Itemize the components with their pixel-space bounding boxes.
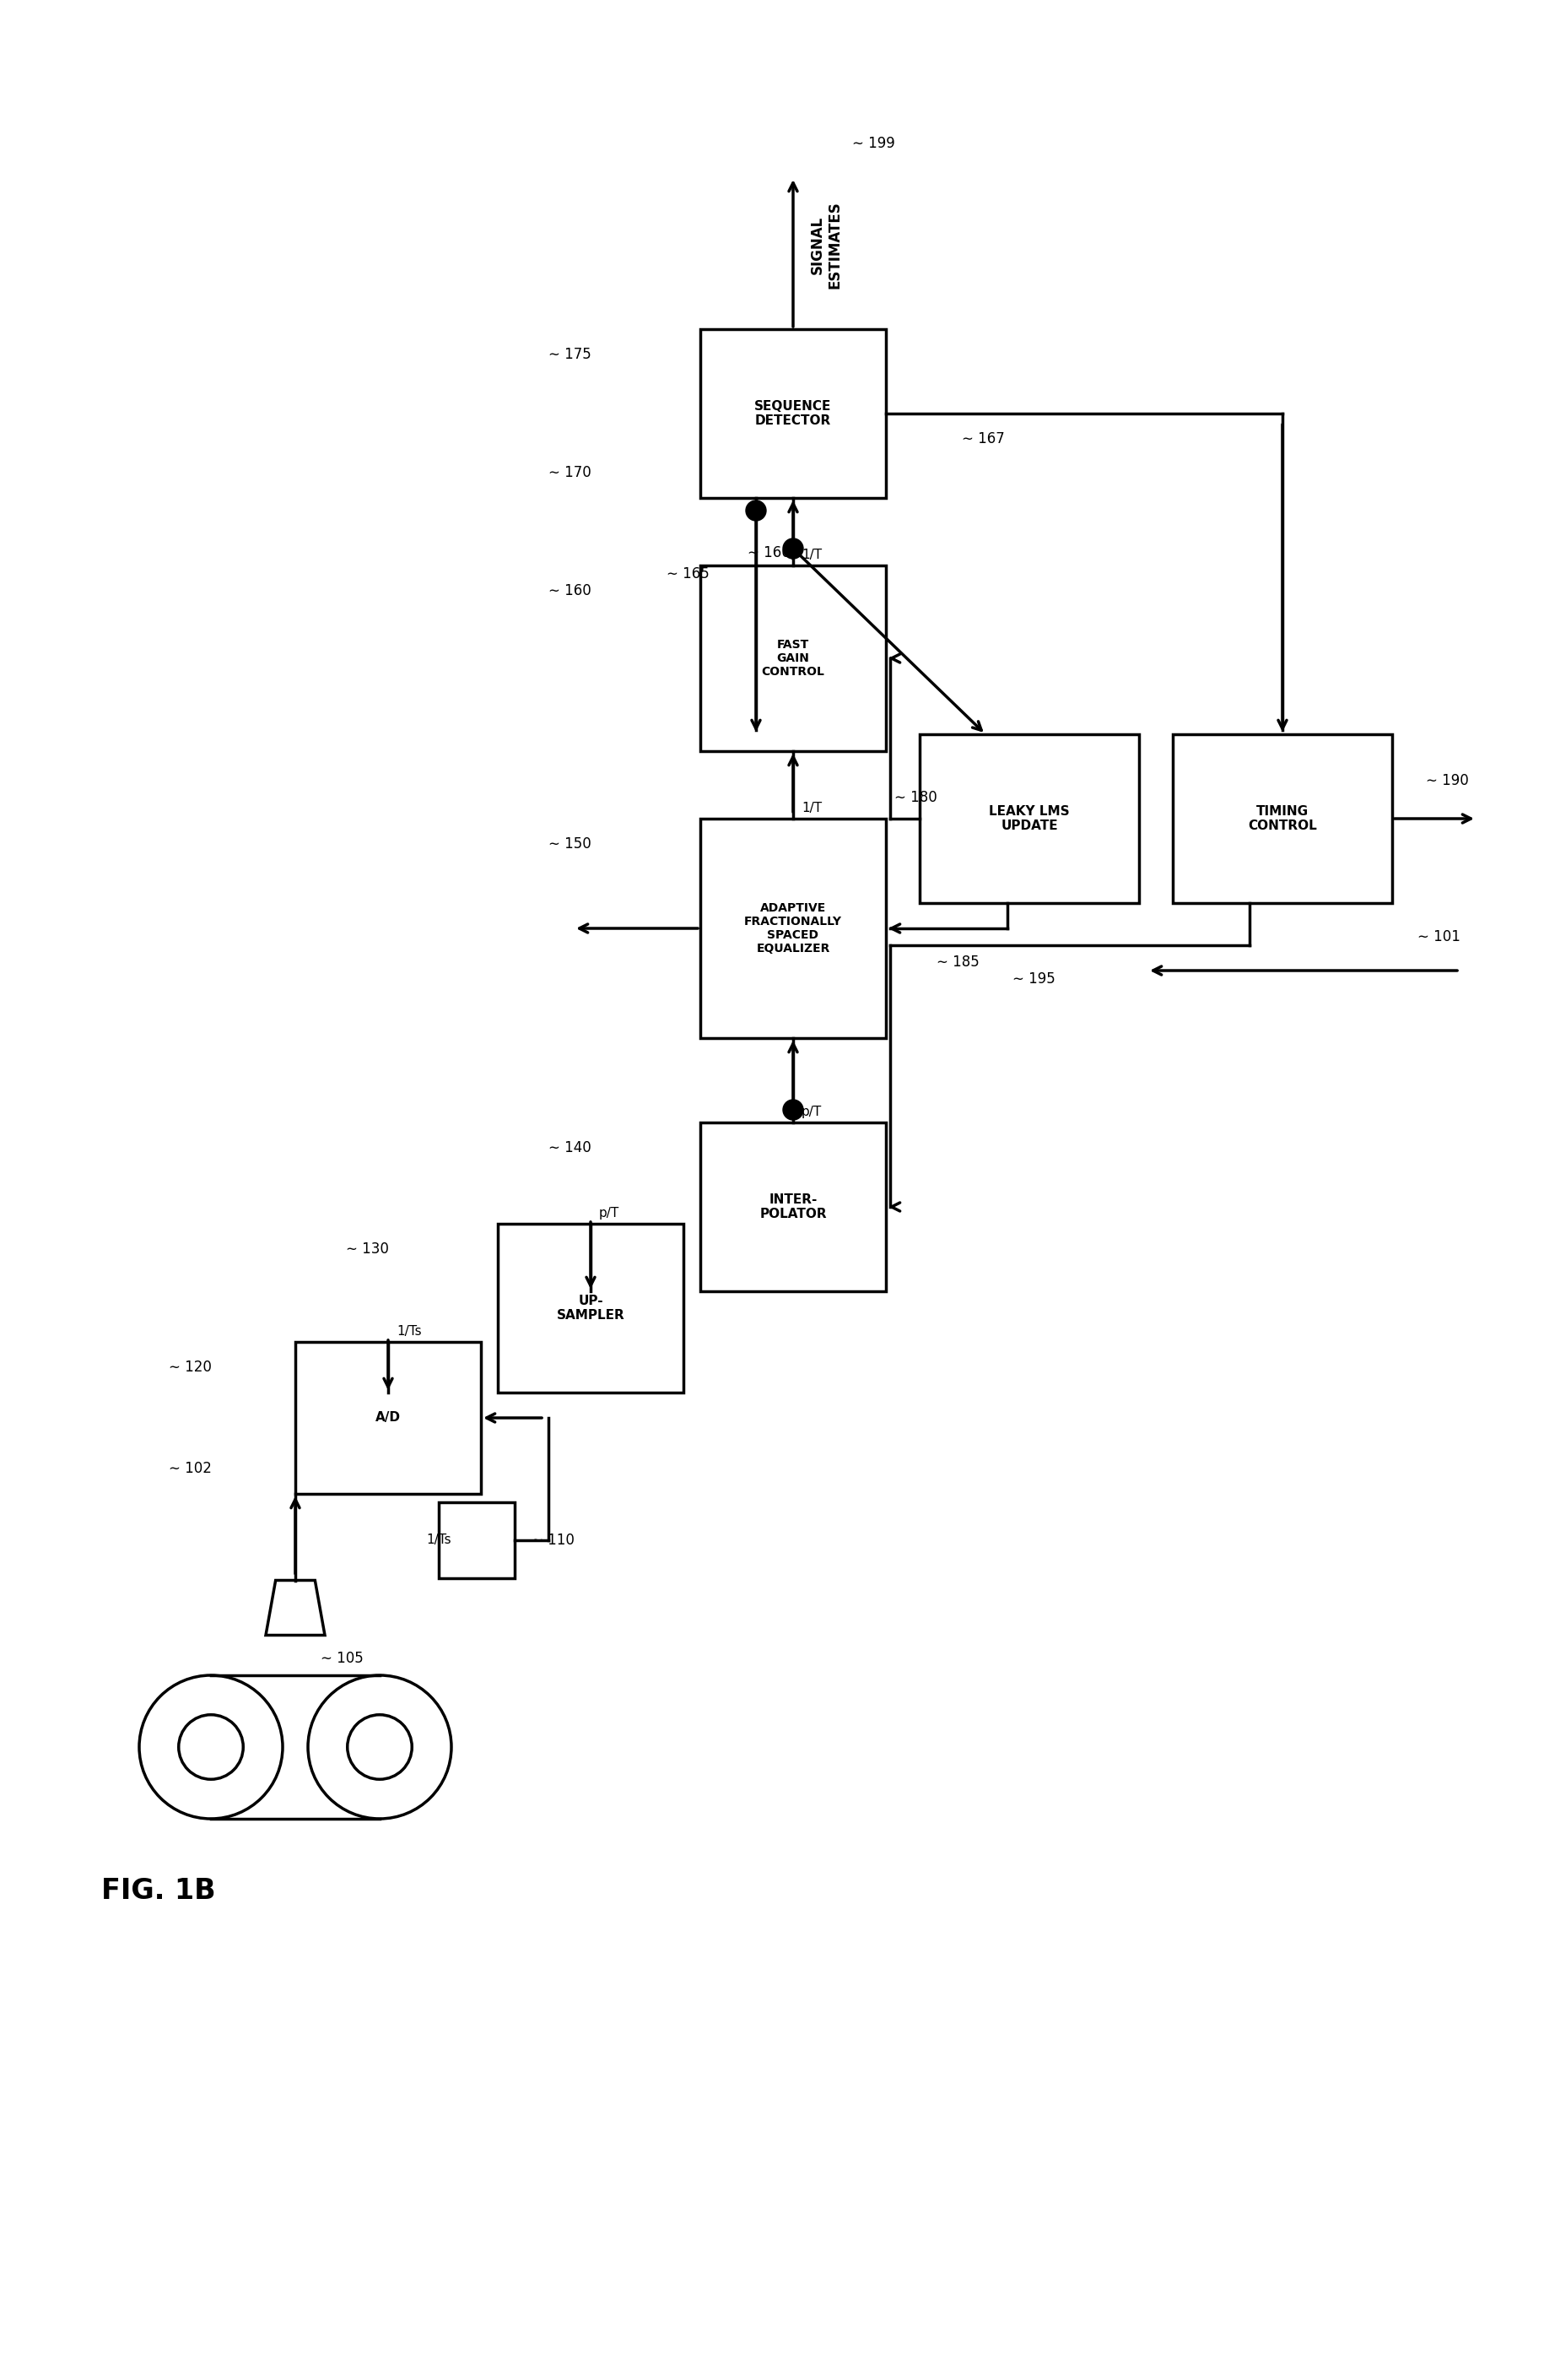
Circle shape [139, 1676, 283, 1818]
Text: SIGNAL
ESTIMATES: SIGNAL ESTIMATES [811, 200, 843, 288]
Bar [701, 819, 886, 1038]
Bar [1173, 735, 1393, 902]
Text: FIG. 1B: FIG. 1B [102, 1875, 216, 1904]
Bar [438, 1502, 514, 1578]
Circle shape [347, 1714, 412, 1780]
Text: p/T: p/T [599, 1207, 619, 1219]
Text: ∼ 195: ∼ 195 [1013, 971, 1055, 988]
Text: ∼ 166: ∼ 166 [747, 545, 791, 559]
Bar [295, 1342, 480, 1495]
Text: FAST
GAIN
CONTROL: FAST GAIN CONTROL [761, 638, 824, 678]
Text: ∼ 110: ∼ 110 [531, 1533, 574, 1547]
Circle shape [746, 500, 766, 521]
Text: INTER-
POLATOR: INTER- POLATOR [760, 1192, 826, 1221]
Text: 1/Ts: 1/Ts [397, 1326, 422, 1338]
Text: ∼ 101: ∼ 101 [1417, 928, 1461, 945]
Bar [701, 1123, 886, 1292]
Text: ∼ 165: ∼ 165 [667, 566, 709, 581]
Text: ∼ 160: ∼ 160 [548, 583, 591, 597]
Circle shape [179, 1714, 244, 1780]
Text: ∼ 180: ∼ 180 [894, 790, 937, 804]
Text: ∼ 102: ∼ 102 [168, 1461, 212, 1476]
Text: ∼ 120: ∼ 120 [168, 1359, 212, 1376]
Text: TIMING
CONTROL: TIMING CONTROL [1248, 804, 1317, 833]
Text: ∼ 130: ∼ 130 [346, 1242, 389, 1257]
Text: LEAKY LMS
UPDATE: LEAKY LMS UPDATE [990, 804, 1070, 833]
Text: ∼ 105: ∼ 105 [321, 1652, 363, 1666]
Text: 1/T: 1/T [801, 547, 821, 562]
Text: p/T: p/T [801, 1107, 821, 1119]
Circle shape [783, 538, 803, 559]
Bar [920, 735, 1139, 902]
Polygon shape [266, 1580, 324, 1635]
Text: SEQUENCE
DETECTOR: SEQUENCE DETECTOR [755, 400, 832, 428]
Bar [497, 1223, 684, 1392]
Text: ∼ 140: ∼ 140 [548, 1140, 591, 1154]
Text: A/D: A/D [375, 1411, 401, 1423]
Text: UP-
SAMPLER: UP- SAMPLER [556, 1295, 625, 1321]
Bar [701, 566, 886, 752]
Text: ∼ 170: ∼ 170 [548, 464, 591, 481]
Text: ∼ 167: ∼ 167 [962, 431, 1005, 447]
Text: ∼ 185: ∼ 185 [937, 954, 979, 969]
Text: 1/T: 1/T [801, 802, 821, 814]
Text: 1/Ts: 1/Ts [426, 1535, 451, 1547]
Circle shape [307, 1676, 451, 1818]
Text: ∼ 175: ∼ 175 [548, 347, 591, 362]
Text: ∼ 190: ∼ 190 [1425, 774, 1468, 788]
Circle shape [783, 1100, 803, 1121]
Text: ∼ 150: ∼ 150 [548, 835, 591, 852]
Text: ∼ 199: ∼ 199 [852, 136, 896, 150]
Text: ADAPTIVE
FRACTIONALLY
SPACED
EQUALIZER: ADAPTIVE FRACTIONALLY SPACED EQUALIZER [744, 902, 841, 954]
Bar [701, 328, 886, 497]
